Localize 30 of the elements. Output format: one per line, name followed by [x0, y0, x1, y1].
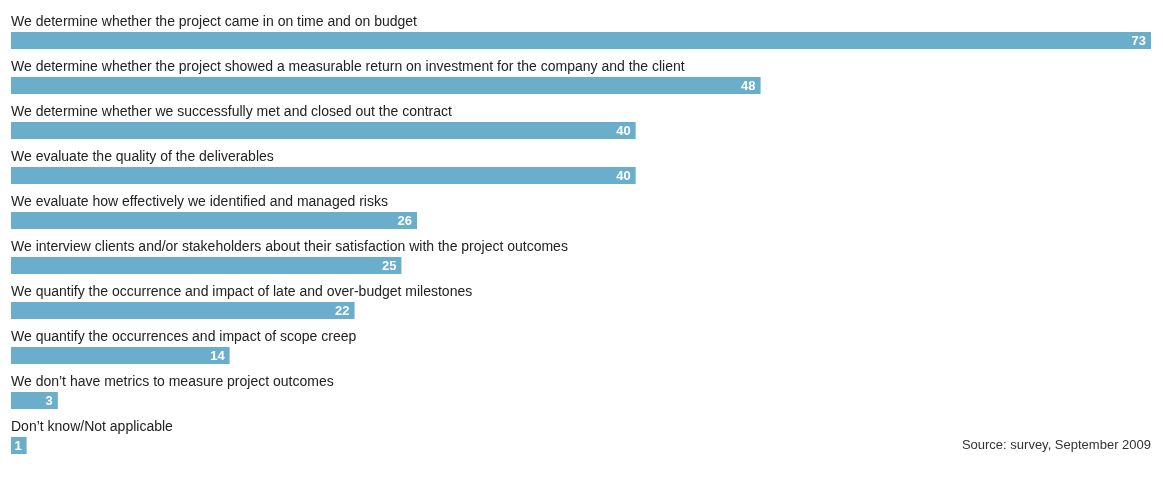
bar: [11, 167, 636, 184]
bar: [11, 212, 418, 229]
y-tick-label: We quantify the occurrence and impact of late and over-budget milestones: [11, 283, 473, 299]
data-label: 25: [381, 258, 397, 274]
bar: [11, 77, 761, 94]
data-label: 1: [14, 438, 22, 454]
bar: [11, 347, 230, 364]
bar: [11, 257, 402, 274]
y-tick-label: We quantify the occurrences and impact of scope creep: [11, 328, 357, 344]
data-label: 22: [335, 303, 350, 319]
y-tick-label: We interview clients and/or stakeholders about their satisfaction with the project outcomes: [11, 238, 568, 254]
bar: [11, 302, 355, 319]
y-tick-label: Don’t know/Not applicable: [11, 418, 174, 434]
bar: [11, 32, 1151, 49]
data-label: 73: [1131, 33, 1146, 49]
y-tick-label: We evaluate how effectively we identified and managed risks: [11, 193, 388, 209]
data-label: 40: [616, 168, 631, 184]
bar: [11, 392, 58, 409]
data-label: 48: [741, 78, 756, 94]
y-tick-label: We determine whether we successfully met and closed out the contract: [11, 103, 453, 119]
y-tick-label: We evaluate the quality of the deliverables: [11, 148, 274, 164]
data-label: 14: [210, 348, 226, 364]
y-tick-label: We determine whether the project came in on time and on budget: [11, 13, 418, 29]
y-tick-label: We don’t have metrics to measure project outcomes: [11, 373, 334, 389]
data-label: 3: [45, 393, 53, 409]
annotation: Source: survey, September 2009: [961, 437, 1151, 452]
y-tick-label: We determine whether the project showed a measurable return on investment for the company and the client: [11, 58, 685, 74]
bar: [11, 122, 636, 139]
data-label: 40: [616, 123, 631, 139]
data-label: 26: [397, 213, 413, 229]
